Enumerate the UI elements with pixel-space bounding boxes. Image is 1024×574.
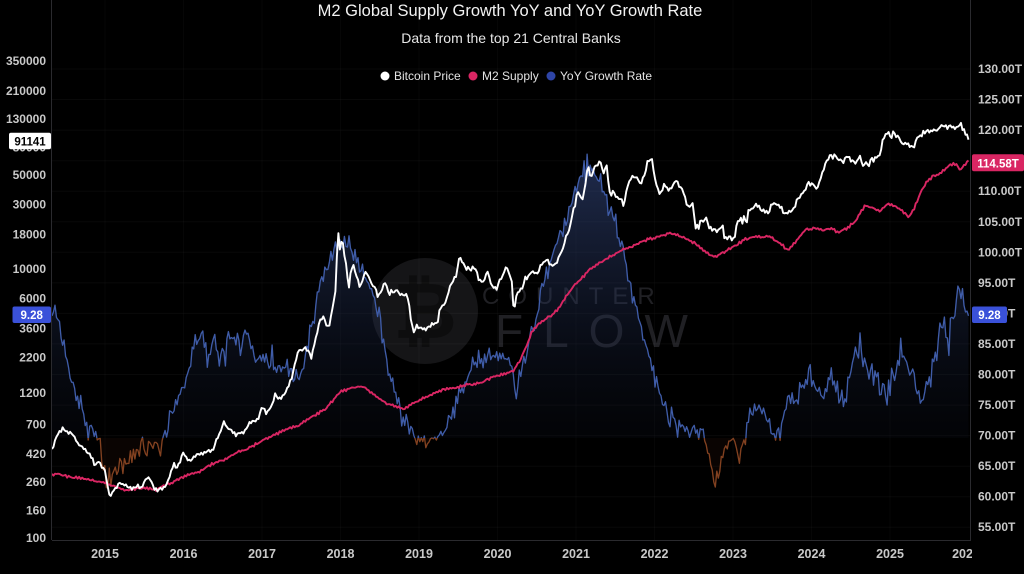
svg-text:2026: 2026	[952, 547, 980, 561]
svg-text:60.00T: 60.00T	[978, 490, 1016, 504]
svg-text:M2 Global Supply Growth YoY an: M2 Global Supply Growth YoY and YoY Grow…	[318, 2, 703, 20]
svg-text:110.00T: 110.00T	[978, 184, 1022, 198]
svg-text:Data from the top 21 Central B: Data from the top 21 Central Banks	[401, 30, 620, 46]
svg-text:2016: 2016	[170, 547, 198, 561]
svg-text:10000: 10000	[13, 262, 47, 276]
svg-text:160: 160	[26, 504, 46, 518]
svg-text:70.00T: 70.00T	[978, 429, 1016, 443]
svg-text:2200: 2200	[19, 350, 46, 364]
svg-text:2015: 2015	[91, 547, 119, 561]
svg-text:125.00T: 125.00T	[978, 93, 1023, 107]
svg-text:2024: 2024	[798, 547, 826, 561]
svg-text:91141: 91141	[14, 137, 46, 149]
svg-text:2020: 2020	[484, 547, 512, 561]
svg-text:100: 100	[26, 531, 46, 545]
svg-text:420: 420	[26, 447, 46, 461]
svg-text:9.28: 9.28	[21, 310, 44, 322]
svg-text:80.00T: 80.00T	[978, 368, 1016, 382]
svg-text:2023: 2023	[719, 547, 747, 561]
svg-text:3600: 3600	[19, 322, 46, 336]
svg-text:75.00T: 75.00T	[978, 398, 1016, 412]
svg-text:260: 260	[26, 475, 46, 489]
svg-text:85.00T: 85.00T	[978, 337, 1016, 351]
svg-text:M2 Supply: M2 Supply	[482, 69, 539, 83]
svg-text:6000: 6000	[19, 292, 46, 306]
svg-text:1200: 1200	[19, 386, 46, 400]
svg-text:95.00T: 95.00T	[978, 276, 1016, 290]
svg-text:350000: 350000	[6, 54, 46, 68]
svg-text:18000: 18000	[13, 228, 47, 242]
svg-text:120.00T: 120.00T	[978, 123, 1023, 137]
svg-text:YoY Growth Rate: YoY Growth Rate	[560, 69, 652, 83]
svg-text:700: 700	[26, 417, 46, 431]
svg-text:105.00T: 105.00T	[978, 215, 1023, 229]
svg-text:65.00T: 65.00T	[978, 459, 1016, 473]
svg-text:55.00T: 55.00T	[978, 520, 1016, 534]
svg-text:100.00T: 100.00T	[978, 245, 1023, 259]
svg-text:2018: 2018	[327, 547, 355, 561]
svg-text:30000: 30000	[13, 198, 47, 212]
svg-text:2021: 2021	[562, 547, 590, 561]
svg-text:114.58T: 114.58T	[977, 158, 1019, 170]
svg-text:50000: 50000	[13, 168, 47, 182]
svg-text:Bitcoin Price: Bitcoin Price	[394, 69, 461, 83]
svg-text:2017: 2017	[248, 547, 276, 561]
svg-text:210000: 210000	[6, 84, 46, 98]
svg-text:9.28: 9.28	[978, 310, 1001, 322]
svg-text:130000: 130000	[6, 112, 46, 126]
svg-text:2025: 2025	[876, 547, 904, 561]
svg-text:2019: 2019	[405, 547, 433, 561]
svg-text:₿: ₿	[393, 267, 457, 355]
svg-text:2022: 2022	[641, 547, 669, 561]
svg-text:130.00T: 130.00T	[978, 62, 1023, 76]
